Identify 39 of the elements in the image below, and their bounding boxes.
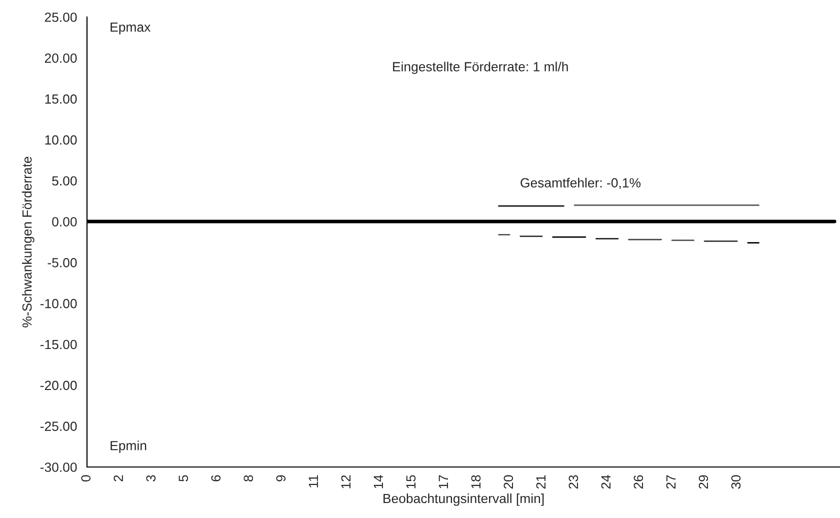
y-tick-label: 5.00 (52, 176, 77, 186)
x-tick-label: 15 (406, 475, 416, 488)
y-tick-label: -10.00 (40, 298, 77, 308)
y-tick-label: -25.00 (40, 422, 77, 431)
x-tick-label: 0 (81, 475, 91, 482)
x-tick-label: 8 (244, 475, 254, 482)
annotation: Epmax (110, 22, 151, 34)
x-tick-label: 6 (211, 475, 221, 482)
x-tick-label: 24 (601, 475, 610, 489)
x-tick-label: 30 (731, 475, 741, 489)
x-tick-label: 23 (568, 475, 578, 489)
x-tick-label: 5 (178, 475, 188, 482)
y-tick-label: 10.00 (45, 135, 77, 145)
y-tick-label: -20.00 (40, 380, 77, 390)
x-tick-label: 9 (276, 475, 286, 482)
x-tick-label: 21 (536, 475, 546, 489)
x-tick-label: 27 (666, 475, 676, 489)
y-tick-label: 25.00 (44, 12, 77, 22)
y-axis-title: %-Schwankungen Förderrate (22, 156, 34, 328)
annotation: Epmin (110, 440, 146, 453)
x-tick-label: 18 (471, 475, 481, 488)
y-tick-label: 0.00 (52, 217, 77, 226)
y-tick-label: -15.00 (40, 340, 77, 350)
annotation: Eingestellte Förderrate: 1 ml/h (393, 62, 568, 74)
x-tick-label: 3 (146, 475, 156, 482)
x-tick-label: 17 (438, 475, 448, 488)
y-tick-label: -5.00 (48, 258, 77, 268)
x-tick-label: 26 (634, 475, 644, 489)
x-tick-label: 11 (308, 475, 318, 488)
x-tick-label: 14 (374, 475, 383, 488)
x-tick-label: 2 (114, 475, 123, 482)
y-tick-label: 15.00 (45, 94, 77, 104)
y-tick-label: 20.00 (44, 53, 77, 63)
x-tick-label: 12 (341, 475, 350, 488)
x-tick-label: 20 (504, 475, 514, 489)
y-tick-label: -30.00 (40, 462, 77, 472)
annotation: Gesamtfehler: -0,1% (520, 178, 641, 190)
x-tick-label: 29 (698, 475, 708, 489)
x-axis-title: Beobachtungsintervall [min] (384, 493, 544, 506)
